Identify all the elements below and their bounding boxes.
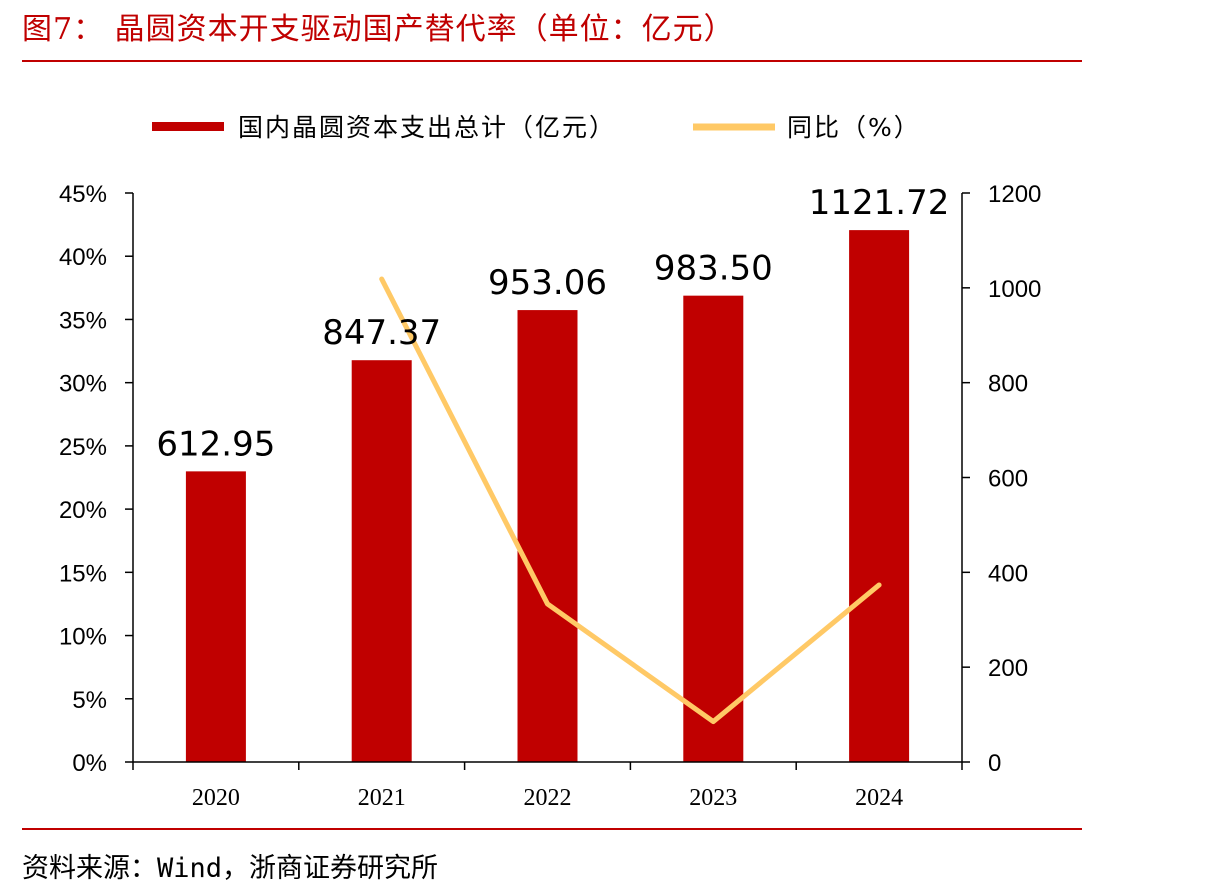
x-tick-label: 2023 bbox=[689, 785, 737, 811]
growth-line bbox=[379, 276, 882, 725]
right-tick-label: 800 bbox=[988, 371, 1028, 398]
growth-line-path bbox=[379, 276, 882, 725]
x-tick-label: 2022 bbox=[524, 785, 572, 811]
figure-title: 图7： 晶圆资本开支驱动国产替代率（单位：亿元） bbox=[22, 12, 735, 47]
left-tick-label: 30% bbox=[59, 371, 107, 398]
left-tick-label: 40% bbox=[59, 244, 107, 271]
data-label-2022: 953.06 bbox=[488, 263, 607, 303]
right-tick-label: 200 bbox=[988, 655, 1028, 682]
x-tick-label: 2024 bbox=[855, 785, 903, 811]
right-tick-label: 400 bbox=[988, 560, 1028, 587]
right-tick-label: 600 bbox=[988, 466, 1028, 493]
bars bbox=[185, 230, 910, 762]
left-tick-label: 35% bbox=[59, 307, 107, 334]
source-note: 资料来源：Wind，浙商证券研究所 bbox=[22, 853, 439, 884]
left-tick-label: 15% bbox=[59, 560, 107, 587]
bar-2023 bbox=[683, 295, 744, 762]
left-tick-label: 20% bbox=[59, 497, 107, 524]
axes: 0% 5% 10% 15% 20% 25% 30% 35% 40% 45% 0 200 400 600 80… bbox=[59, 181, 1041, 811]
source-rule bbox=[22, 828, 1082, 830]
right-tick-label: 1200 bbox=[988, 181, 1041, 208]
data-label-2020: 612.95 bbox=[156, 424, 275, 464]
title-rule bbox=[22, 60, 1082, 62]
left-tick-label: 10% bbox=[59, 624, 107, 651]
left-tick-label: 0% bbox=[72, 750, 107, 777]
legend: 国内晶圆资本支出总计（亿元） 同比（%） bbox=[152, 113, 921, 142]
legend-label-line: 同比（%） bbox=[787, 113, 921, 142]
bar-2024 bbox=[849, 230, 910, 762]
data-label-2021: 847.37 bbox=[322, 313, 441, 353]
right-tick-label: 1000 bbox=[988, 276, 1041, 303]
legend-swatch-bar bbox=[152, 122, 224, 131]
bar-2020 bbox=[185, 471, 246, 762]
data-labels: 612.95 847.37 953.06 983.50 1121.72 bbox=[156, 183, 949, 464]
right-tick-label: 0 bbox=[988, 750, 1001, 777]
x-tick-label: 2020 bbox=[192, 785, 240, 811]
left-tick-label: 5% bbox=[72, 687, 107, 714]
legend-label-bar: 国内晶圆资本支出总计（亿元） bbox=[238, 113, 616, 142]
left-tick-label: 45% bbox=[59, 181, 107, 208]
bar-2022 bbox=[517, 310, 578, 762]
data-label-2023: 983.50 bbox=[654, 249, 773, 289]
data-label-2024: 1121.72 bbox=[809, 183, 950, 223]
left-tick-label: 25% bbox=[59, 434, 107, 461]
bar-2021 bbox=[351, 360, 412, 762]
x-tick-label: 2021 bbox=[358, 785, 406, 811]
